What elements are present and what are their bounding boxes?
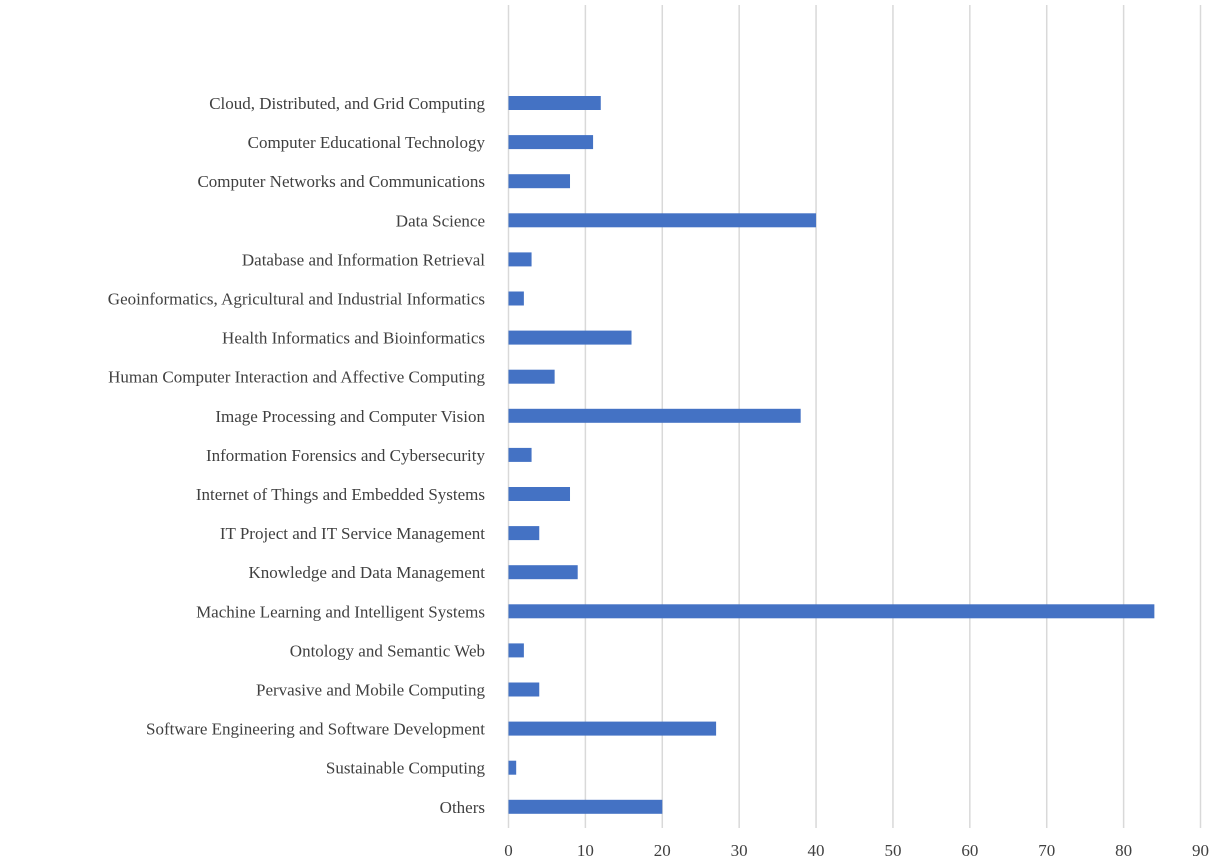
category-label: Pervasive and Mobile Computing	[256, 681, 486, 700]
bar	[508, 760, 517, 775]
bar	[508, 369, 555, 384]
category-label: Software Engineering and Software Develo…	[146, 720, 485, 739]
category-labels: Cloud, Distributed, and Grid Computing Co…	[108, 94, 486, 817]
bar	[508, 721, 717, 736]
bars	[508, 96, 1155, 814]
x-tick-label: 50	[884, 841, 901, 860]
category-label: Internet of Things and Embedded Systems	[196, 485, 485, 504]
x-tick-label: 20	[654, 841, 671, 860]
category-label: Health Informatics and Bioinformatics	[222, 329, 485, 348]
bar	[508, 213, 817, 228]
bar	[508, 604, 1155, 619]
x-axis-tick-labels: 0 10 20 30 40 50 60 70 80 90	[504, 841, 1209, 860]
category-label: Information Forensics and Cybersecurity	[206, 446, 486, 465]
bar	[508, 487, 571, 501]
x-tick-label: 10	[577, 841, 594, 860]
category-label: Others	[440, 798, 485, 817]
x-tick-label: 70	[1038, 841, 1055, 860]
category-label: Ontology and Semantic Web	[290, 641, 485, 660]
bar	[508, 291, 524, 306]
bar	[508, 682, 540, 697]
category-label: Human Computer Interaction and Affective…	[108, 368, 485, 387]
x-tick-label: 80	[1115, 841, 1132, 860]
category-label: IT Project and IT Service Management	[220, 524, 485, 543]
category-label: Cloud, Distributed, and Grid Computing	[209, 94, 485, 113]
category-label: Data Science	[396, 211, 485, 230]
category-label: Geoinformatics, Agricultural and Industr…	[108, 290, 485, 309]
bar	[508, 408, 801, 423]
category-label: Computer Networks and Communications	[197, 172, 485, 191]
category-label: Computer Educational Technology	[248, 133, 486, 152]
x-tick-label: 60	[961, 841, 978, 860]
bar	[508, 643, 524, 658]
bar	[508, 330, 632, 345]
bar	[508, 565, 578, 580]
category-label: Database and Information Retrieval	[242, 250, 485, 269]
x-tick-label: 0	[504, 841, 513, 860]
x-tick-label: 90	[1192, 841, 1209, 860]
bar	[508, 799, 663, 814]
bar	[508, 447, 532, 462]
category-label: Sustainable Computing	[326, 759, 486, 778]
x-tick-label: 40	[808, 841, 825, 860]
bar	[508, 135, 594, 150]
bar	[508, 252, 532, 267]
bar	[508, 174, 571, 189]
category-label: Image Processing and Computer Vision	[215, 407, 485, 426]
x-tick-label: 30	[731, 841, 748, 860]
category-label: Machine Learning and Intelligent Systems	[196, 602, 485, 621]
bar	[508, 96, 601, 110]
bar	[508, 526, 540, 541]
category-label: Knowledge and Data Management	[249, 563, 486, 582]
